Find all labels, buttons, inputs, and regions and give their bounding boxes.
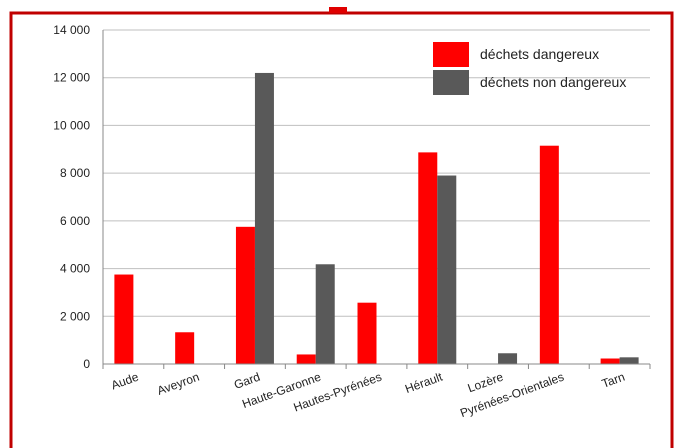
legend-swatch-dangerous [433, 42, 469, 67]
x-category-label: Aveyron [155, 370, 201, 398]
legend: déchets dangereux déchets non dangereux [433, 42, 626, 95]
y-tick-label: 6 000 [60, 214, 90, 228]
x-category-label: Gard [232, 370, 262, 392]
legend-swatch-non-dangerous [433, 70, 469, 95]
bar-dangerous [235, 226, 255, 364]
bar-dangerous [296, 354, 316, 364]
y-axis-tick-labels: 0 2 000 4 000 6 000 8 000 10 000 12 000 14 000 [53, 23, 90, 371]
y-tick-label: 14 000 [53, 23, 90, 37]
x-category-label: Pyrénées-Orientales [458, 370, 566, 421]
bar-dangerous [600, 358, 620, 364]
bar-non-dangerous [315, 264, 335, 364]
x-category-label: Aude [109, 370, 140, 393]
y-tick-label: 2 000 [60, 309, 90, 323]
bar-dangerous [418, 152, 438, 364]
legend-label-non-dangerous: déchets non dangereux [480, 74, 626, 90]
x-category-label: Tarn [600, 370, 627, 391]
bar-dangerous [539, 145, 559, 364]
y-tick-label: 8 000 [60, 166, 90, 180]
chart-border-group [9, 7, 674, 448]
bars [114, 72, 639, 364]
bar-non-dangerous [619, 357, 639, 364]
y-tick-label: 10 000 [53, 118, 90, 132]
y-tick-label: 0 [83, 357, 90, 371]
gridlines [103, 29, 650, 317]
y-tick-label: 12 000 [53, 71, 90, 85]
bar-dangerous [114, 274, 134, 364]
y-tick-label: 4 000 [60, 262, 90, 276]
x-category-label: Hérault [403, 369, 445, 396]
bar-non-dangerous [254, 72, 274, 364]
bar-dangerous [357, 302, 377, 364]
bar-non-dangerous [437, 175, 457, 364]
bar-non-dangerous [498, 353, 518, 364]
legend-label-dangerous: déchets dangereux [480, 46, 599, 62]
axes [102, 30, 651, 369]
cropped-title-fragment [329, 7, 347, 13]
bar-dangerous [175, 332, 195, 364]
x-axis-category-labels: Aude Aveyron GardHaute-GaronneHautes-Pyrén… [109, 369, 626, 420]
